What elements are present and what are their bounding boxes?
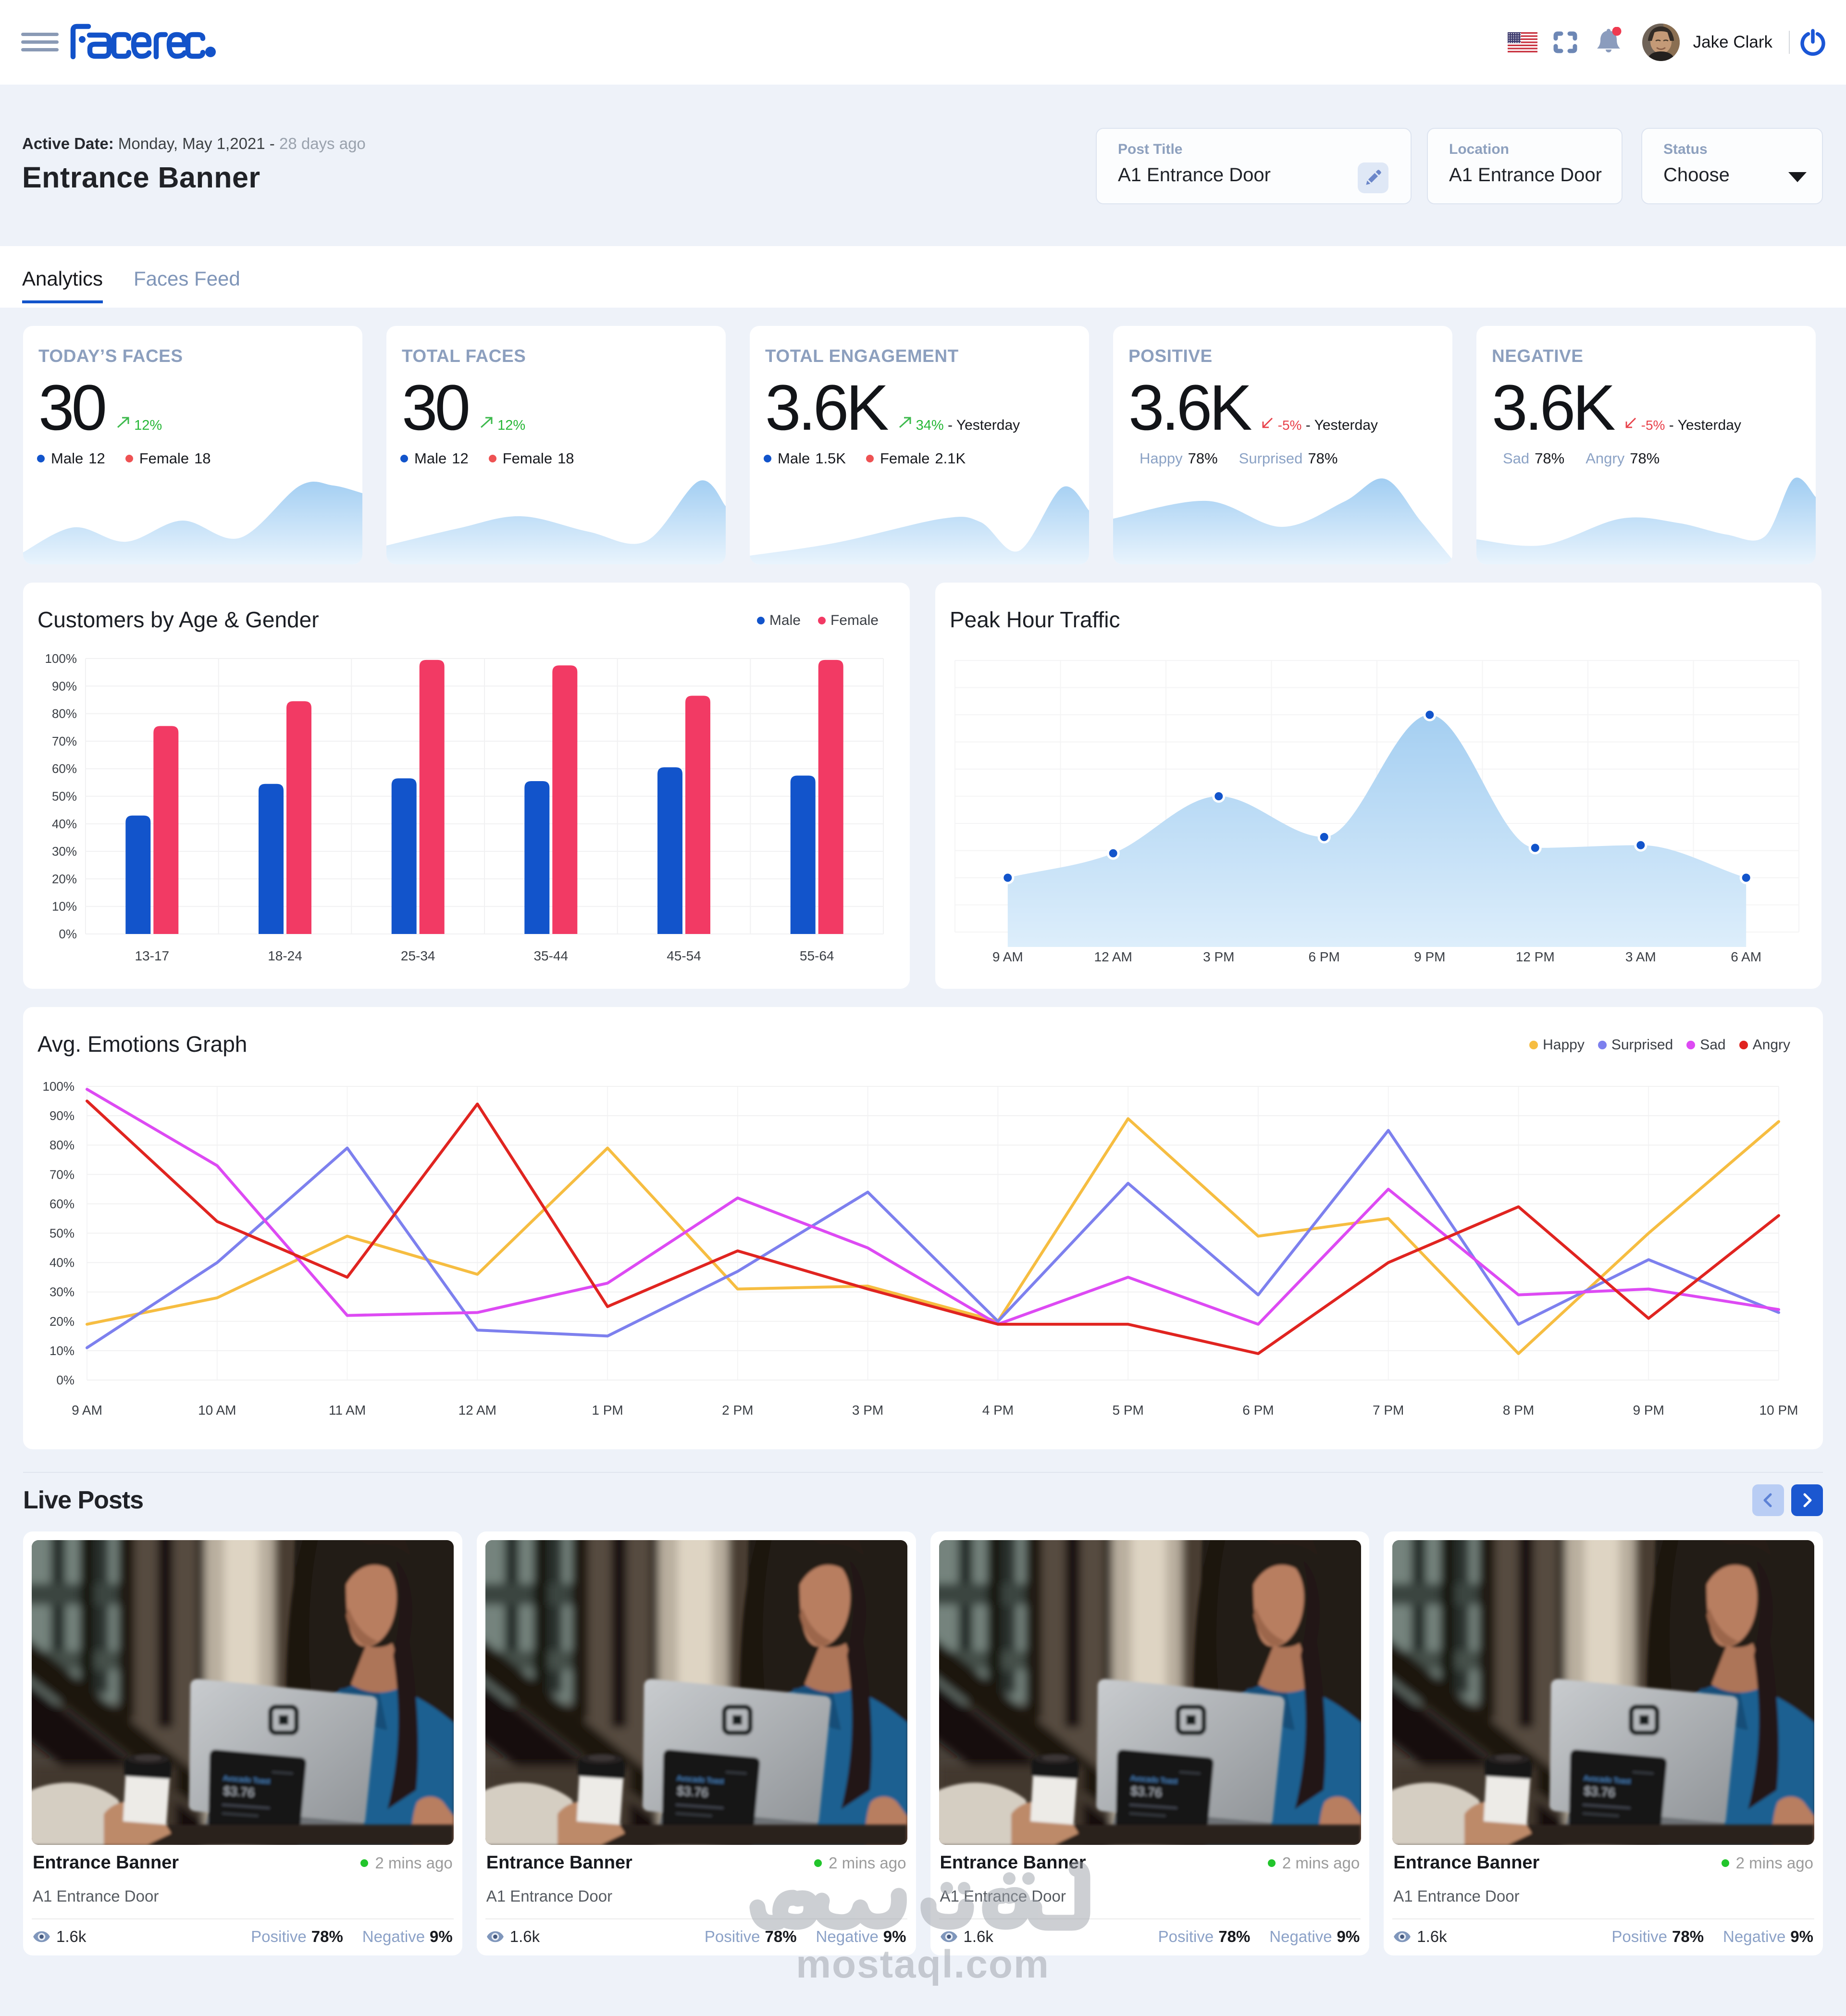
svg-text:1 PM: 1 PM [592,1403,623,1418]
svg-text:25-34: 25-34 [401,948,435,963]
svg-text:90%: 90% [52,679,77,693]
svg-text:18-24: 18-24 [268,948,302,963]
svg-text:10%: 10% [50,1344,74,1358]
svg-text:5 PM: 5 PM [1113,1403,1144,1418]
svg-text:10%: 10% [52,899,77,914]
svg-text:90%: 90% [50,1108,74,1123]
svg-text:80%: 80% [52,707,77,721]
svg-text:6 AM: 6 AM [1731,949,1761,964]
svg-text:13-17: 13-17 [135,948,169,963]
svg-text:40%: 40% [50,1256,74,1270]
svg-text:20%: 20% [52,871,77,886]
svg-text:4 PM: 4 PM [982,1403,1014,1418]
svg-text:100%: 100% [45,651,77,666]
svg-text:0%: 0% [56,1373,74,1387]
svg-text:9 PM: 9 PM [1633,1403,1664,1418]
svg-text:30%: 30% [50,1285,74,1299]
svg-text:35-44: 35-44 [533,948,568,963]
svg-text:20%: 20% [50,1314,74,1329]
svg-text:6 PM: 6 PM [1309,949,1340,964]
svg-text:100%: 100% [43,1079,75,1094]
svg-text:40%: 40% [52,817,77,831]
svg-text:60%: 60% [52,761,77,776]
svg-text:12 AM: 12 AM [458,1403,496,1418]
svg-text:8 PM: 8 PM [1503,1403,1534,1418]
svg-text:70%: 70% [50,1167,74,1182]
svg-text:50%: 50% [50,1226,74,1241]
svg-text:30%: 30% [52,844,77,859]
svg-text:3 PM: 3 PM [852,1403,883,1418]
svg-text:0%: 0% [59,927,77,941]
svg-text:7 PM: 7 PM [1373,1403,1404,1418]
svg-text:50%: 50% [52,789,77,804]
svg-text:70%: 70% [52,734,77,748]
svg-text:55-64: 55-64 [800,948,834,963]
svg-text:60%: 60% [50,1196,74,1211]
svg-text:45-54: 45-54 [667,948,701,963]
svg-text:10 PM: 10 PM [1759,1403,1798,1418]
svg-text:10 AM: 10 AM [198,1403,236,1418]
svg-text:3 PM: 3 PM [1203,949,1234,964]
svg-text:9 AM: 9 AM [72,1403,102,1418]
svg-text:12 PM: 12 PM [1516,949,1555,964]
svg-text:9 PM: 9 PM [1414,949,1445,964]
svg-text:9 AM: 9 AM [992,949,1023,964]
svg-text:2 PM: 2 PM [722,1403,753,1418]
svg-text:80%: 80% [50,1138,74,1152]
svg-text:3 AM: 3 AM [1625,949,1656,964]
svg-text:6 PM: 6 PM [1242,1403,1274,1418]
svg-text:11 AM: 11 AM [329,1403,366,1418]
svg-text:12 AM: 12 AM [1094,949,1132,964]
